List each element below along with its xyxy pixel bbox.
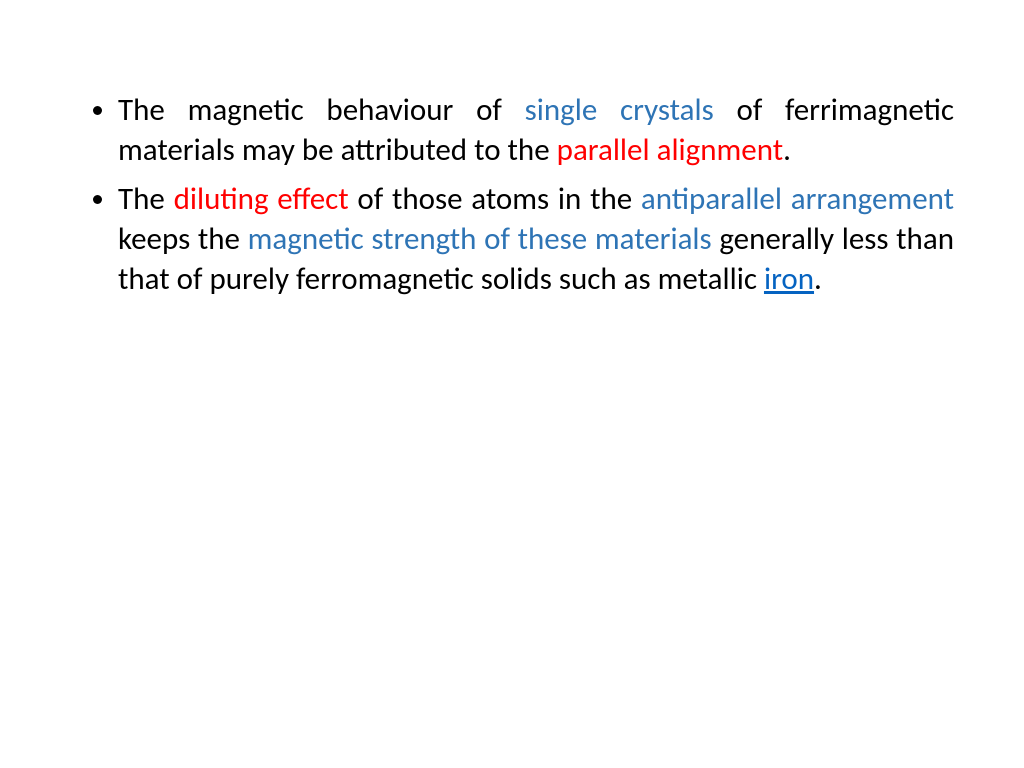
text-run: The magnetic behaviour of [118, 91, 525, 129]
text-run: keeps the [118, 220, 248, 258]
text-run-highlight: antiparallel arrangement [641, 180, 954, 218]
text-run-highlight: magnetic strength of these materials [248, 220, 720, 258]
text-run: of those atoms in the [357, 180, 641, 218]
list-item: The magnetic behaviour of single crystal… [118, 90, 954, 171]
link-iron[interactable]: iron [764, 260, 814, 298]
text-run: . [814, 260, 822, 298]
text-run-highlight: parallel alignment [557, 131, 783, 169]
text-run-highlight: diluting effect [174, 180, 358, 218]
list-item: The diluting effect of those atoms in th… [118, 179, 954, 300]
slide: The magnetic behaviour of single crystal… [0, 0, 1024, 768]
text-run-highlight: single crystals [525, 91, 737, 129]
text-run: The [118, 180, 174, 218]
text-run: . [783, 131, 791, 169]
bullet-list: The magnetic behaviour of single crystal… [70, 90, 954, 299]
